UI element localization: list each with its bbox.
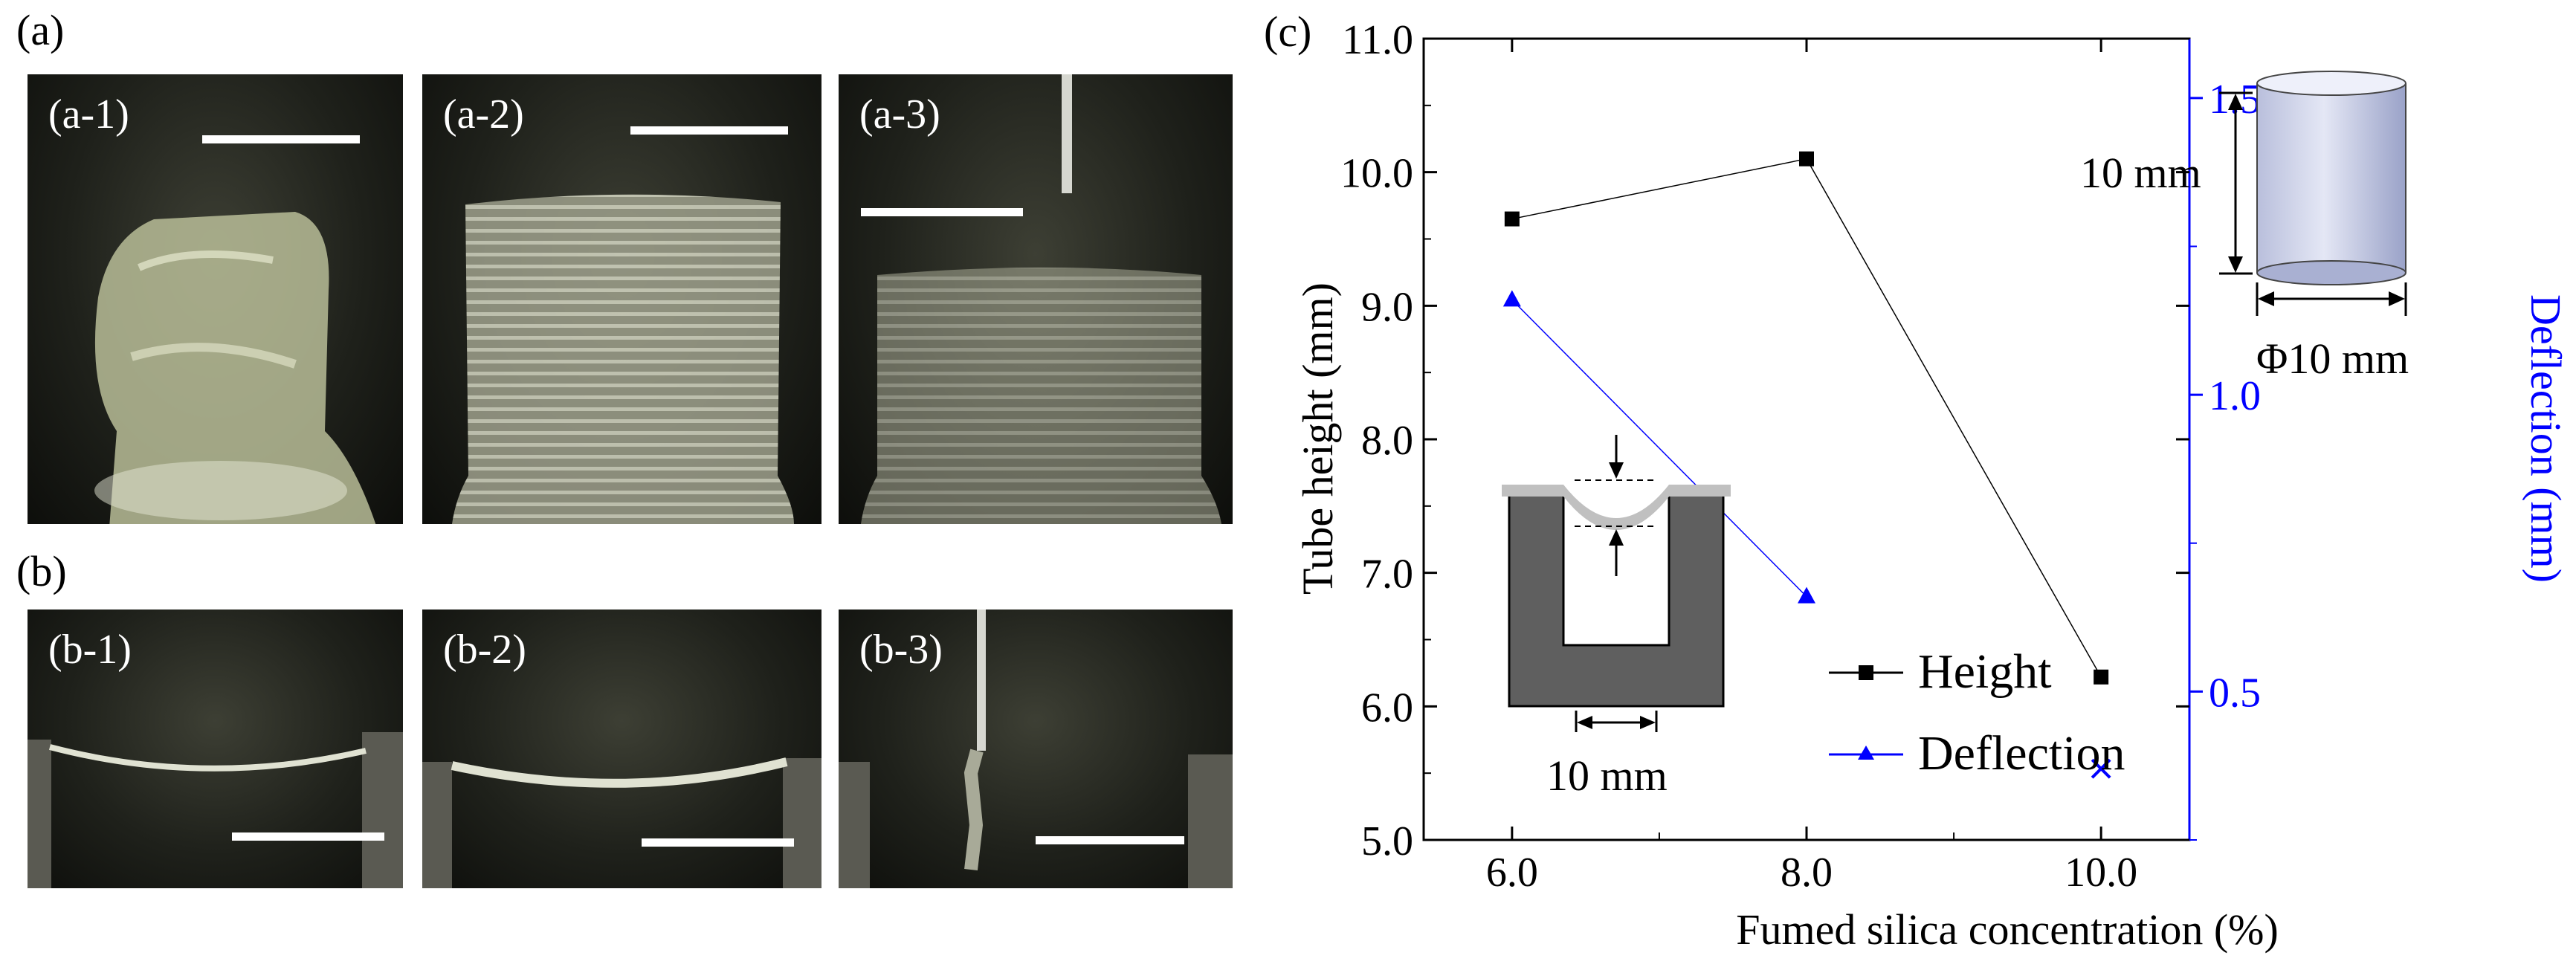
height-point [1799,151,1814,166]
printed-tube-a2 [452,194,794,524]
scale-bar-a1 [202,135,360,143]
photo-label-b2: (b-2) [443,627,526,673]
y-tick-label: 10.0 [1340,151,1413,197]
legend-marker-deflection [1858,746,1874,760]
channel-membrane [1502,485,1731,530]
cylinder-diameter-label: Φ10 mm [2256,334,2409,383]
photo-label-a3: (a-3) [859,91,940,138]
cylinder-bottom [2256,260,2406,285]
photo-b1: (b-1) [28,610,403,888]
gel-blob-a1 [94,212,376,524]
x-marker-stroke [2091,758,2111,779]
deflection-series-line [1511,299,1807,598]
scale-bar-b2 [642,838,794,847]
photo-a2: (a-2) [422,74,821,524]
photo-a3: (a-3) [839,74,1233,524]
height-point [1504,211,1520,227]
photo-b2: (b-2) [422,610,821,888]
photo-label-b1: (b-1) [48,627,132,673]
x-axis-title: Fumed silica concentration (%) [1736,905,2279,954]
y-tick-label: 11.0 [1342,17,1413,63]
x-tick-label: 6.0 [1486,850,1538,896]
photo-label-b3: (b-3) [859,627,943,673]
y2-axis-title: Deflection (mm) [2522,294,2570,583]
deflection-point [1798,586,1815,604]
legend-label-height: Height [1918,644,2052,699]
legend-label-deflection: Deflection [1918,726,2125,780]
deflection-point [1502,290,1521,307]
channel-inset: 10 mm [1502,435,1731,800]
bridge-deflection-b3 [839,610,1233,888]
y-tick-label: 7.0 [1361,552,1413,598]
y2-tick-label: 1.0 [2209,373,2261,419]
panel-label-c: (c) [1264,7,1311,56]
cylinder-top [2256,71,2406,96]
axis-ticks [1424,37,2203,841]
scale-bar-b3 [1036,836,1184,844]
cylinder-inset: 10 mm Φ10 mm [2080,71,2409,383]
x-tick-label: 10.0 [2065,850,2137,896]
y-tick-label: 9.0 [1361,284,1413,330]
bridge-deflection-b2 [422,757,821,888]
legend: Height Deflection [1829,644,2125,780]
x-tick-label: 8.0 [1781,850,1833,896]
deflection-points [1502,290,1815,604]
y-tick-label: 8.0 [1361,418,1413,464]
chart-c: (c) 5.06.07.08.09.010.011.0 0.51.01.5 6.… [1264,7,2570,954]
photo-label-a2: (a-2) [443,91,524,138]
channel-width-label: 10 mm [1546,751,1668,800]
height-points [1504,151,2109,685]
printed-tube-a3 [861,74,1221,524]
y-tick-label: 5.0 [1361,818,1413,864]
scale-bar-b1 [232,832,384,841]
y-tick-labels: 5.0 6.0 7.0 8.0 9.0 10.0 11.0 [1340,17,1413,864]
panel-label-b: (b) [16,547,67,595]
cylinder-height-label: 10 mm [2080,149,2201,197]
x-tick-labels: 6.0 8.0 10.0 [1486,850,2137,896]
panel-label-a: (a) [16,6,65,54]
photo-a1: (a-1) [28,74,403,524]
deflection-x-marker [2091,758,2111,779]
height-point [2094,669,2109,685]
scale-bar-a2 [630,126,788,135]
y-axis-title: Tube height (mm) [1294,282,1342,595]
cylinder-body [2257,83,2406,273]
y2-tick-label: 0.5 [2209,670,2261,716]
photo-label-a1: (a-1) [48,91,129,138]
bridge-deflection-b1 [28,732,403,888]
legend-marker-height [1859,665,1873,680]
scale-bar-a3 [861,208,1023,216]
photo-b3: (b-3) [839,610,1233,888]
y-tick-label: 6.0 [1361,685,1413,731]
